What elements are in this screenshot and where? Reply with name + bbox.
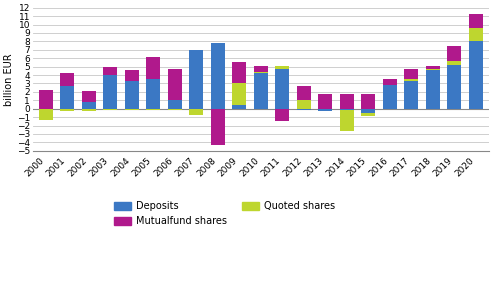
Bar <box>125 109 139 110</box>
Bar <box>168 100 182 109</box>
Bar <box>254 66 268 72</box>
Bar <box>189 109 204 115</box>
Bar <box>189 50 204 109</box>
Bar <box>39 109 53 121</box>
Bar <box>340 110 354 132</box>
Bar <box>426 66 440 69</box>
Bar <box>383 85 397 109</box>
Bar <box>340 94 354 109</box>
Bar <box>276 69 289 109</box>
Bar <box>318 109 332 111</box>
Bar <box>232 62 246 83</box>
Bar <box>361 113 375 116</box>
Bar <box>146 109 160 110</box>
Bar <box>469 13 483 28</box>
Bar <box>426 69 440 70</box>
Bar <box>254 73 268 109</box>
Bar <box>168 109 182 110</box>
Bar <box>383 79 397 85</box>
Bar <box>361 109 375 113</box>
Bar <box>297 86 311 100</box>
Bar <box>340 109 354 110</box>
Bar <box>39 90 53 109</box>
Bar <box>82 91 96 102</box>
Bar <box>211 109 225 145</box>
Bar <box>426 70 440 109</box>
Bar <box>448 46 461 61</box>
Bar <box>60 109 74 111</box>
Bar <box>276 109 289 121</box>
Bar <box>232 83 246 105</box>
Bar <box>297 109 311 110</box>
Bar <box>60 73 74 86</box>
Bar <box>146 57 160 79</box>
Bar <box>211 43 225 109</box>
Bar <box>318 94 332 109</box>
Bar <box>232 105 246 109</box>
Bar <box>254 72 268 73</box>
Bar <box>404 79 419 81</box>
Bar <box>82 109 96 111</box>
Bar <box>146 79 160 109</box>
Bar <box>469 28 483 40</box>
Bar <box>404 81 419 109</box>
Bar <box>448 61 461 65</box>
Bar <box>276 66 289 69</box>
Legend: Deposits, Mutualfund shares, Quoted shares: Deposits, Mutualfund shares, Quoted shar… <box>114 201 335 226</box>
Bar <box>104 109 117 110</box>
Bar <box>125 70 139 81</box>
Bar <box>469 40 483 109</box>
Bar <box>82 102 96 109</box>
Bar <box>125 81 139 109</box>
Bar <box>60 86 74 109</box>
Bar <box>448 65 461 109</box>
Bar <box>104 67 117 75</box>
Bar <box>361 94 375 109</box>
Bar <box>297 100 311 109</box>
Bar <box>168 69 182 100</box>
Bar <box>104 75 117 109</box>
Bar <box>404 69 419 79</box>
Y-axis label: billion EUR: billion EUR <box>4 53 14 106</box>
